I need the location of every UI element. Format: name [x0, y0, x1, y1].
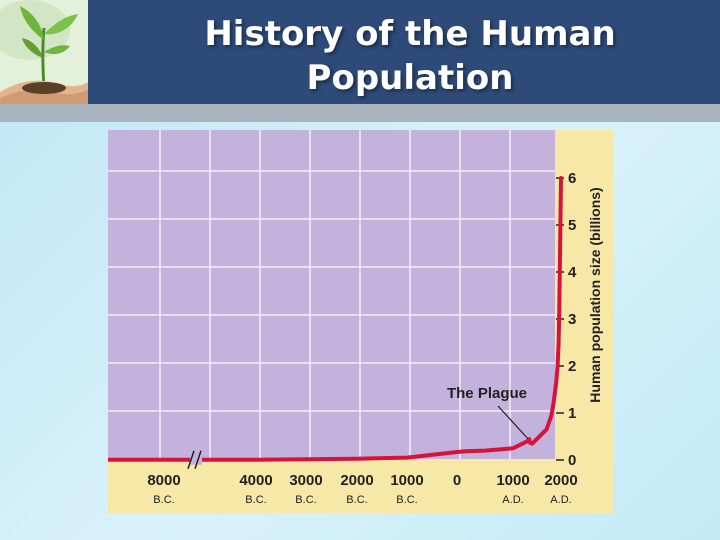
- y-axis-label: Human population size (billions): [587, 187, 603, 402]
- y-tick-label: 4: [568, 264, 577, 281]
- x-tick-label: 4000: [239, 472, 272, 489]
- x-tick-label: 1000: [496, 472, 529, 489]
- annotation-label: The Plague: [447, 385, 527, 402]
- axis-break-mark: [194, 450, 202, 470]
- population-series-line: [108, 176, 563, 462]
- y-tick-label: 5: [568, 217, 576, 234]
- seedling-in-hands-icon: [0, 0, 88, 104]
- plot-area: [108, 130, 555, 459]
- x-tick-era-label: B.C.: [295, 494, 316, 506]
- x-tick-era-label: A.D.: [550, 494, 571, 506]
- population-chart: 0 1 2 3 4 5 6 Human population size (billions) 8…: [108, 130, 613, 513]
- y-tick-label: 2: [568, 358, 576, 375]
- x-tick-label: 0: [453, 472, 461, 489]
- x-tick-era-label: B.C.: [245, 494, 266, 506]
- axis-break-mark: [187, 450, 195, 470]
- y-tick-label: 3: [568, 311, 576, 328]
- slide-title-line-2: Population: [306, 58, 514, 98]
- x-tick-era-label: A.D.: [502, 494, 523, 506]
- x-tick-era-label: B.C.: [396, 494, 417, 506]
- x-tick-label: 2000: [544, 472, 577, 489]
- header-divider: [0, 104, 720, 122]
- x-tick-label: 2000: [340, 472, 373, 489]
- slide-title: History of the Human Population: [100, 12, 720, 100]
- y-tick-label: 1: [568, 405, 576, 422]
- x-tick-era-label: B.C.: [346, 494, 367, 506]
- y-tick-label: 0: [568, 452, 576, 469]
- x-tick-label: 8000: [147, 472, 180, 489]
- x-tick-label: 3000: [289, 472, 322, 489]
- slide-title-line-1: History of the Human: [204, 14, 616, 54]
- axis-break-gap: [190, 454, 202, 465]
- x-tick-era-label: B.C.: [153, 494, 174, 506]
- annotation-pointer: [497, 405, 529, 440]
- y-tick-label: 6: [568, 170, 576, 187]
- x-tick-label: 1000: [390, 472, 423, 489]
- title-bar: [0, 0, 720, 104]
- population-chart-svg: 0 1 2 3 4 5 6 Human population size (billions) 8…: [108, 130, 613, 513]
